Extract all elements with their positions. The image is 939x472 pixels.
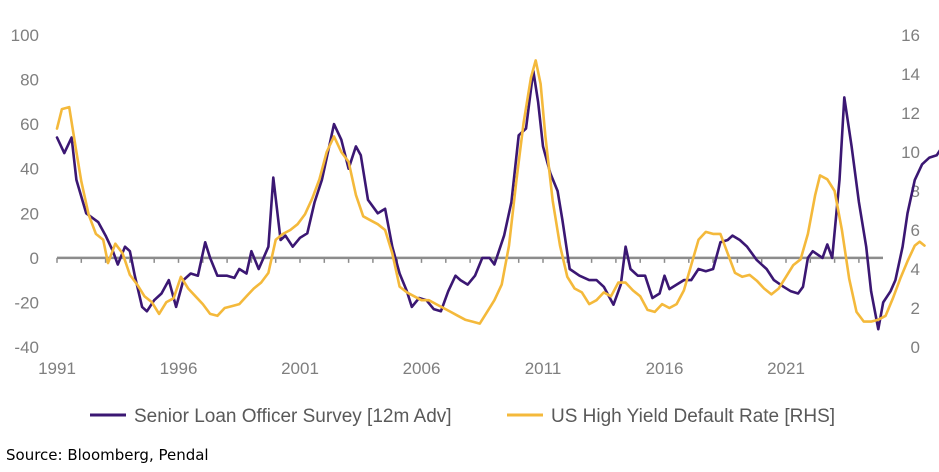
legend-label: US High Yield Default Rate [RHS] <box>551 406 835 427</box>
x-tick-label: 2006 <box>403 359 441 378</box>
right-tick-label: 4 <box>911 260 920 279</box>
right-tick-label: 10 <box>901 143 920 162</box>
x-tick-label: 2001 <box>281 359 319 378</box>
left-y-axis: -40 -20 0 20 40 60 80 100 <box>11 26 39 357</box>
right-tick-label: 6 <box>911 221 920 240</box>
left-tick-label: 100 <box>11 26 39 45</box>
left-tick-label: -20 <box>14 293 39 312</box>
right-tick-label: 16 <box>901 26 920 45</box>
left-tick-label: -40 <box>14 338 39 357</box>
x-tick-label: 2021 <box>767 359 805 378</box>
right-tick-label: 0 <box>911 338 920 357</box>
right-tick-label: 2 <box>911 299 920 318</box>
left-tick-label: 40 <box>20 160 39 179</box>
series-layer <box>55 59 939 331</box>
series-line-us-high-yield-default-rate <box>55 59 926 325</box>
right-tick-label: 8 <box>911 182 920 201</box>
chart: -40 -20 0 20 40 60 80 100 0 2 4 6 8 10 12 14 16 1991 199… <box>11 26 939 427</box>
x-tick-label: 2016 <box>646 359 684 378</box>
x-tick-label: 2011 <box>525 359 562 378</box>
x-tick-label: 1991 <box>38 359 76 378</box>
legend: Senior Loan Officer Survey [12m Adv] US H… <box>90 406 835 427</box>
right-tick-label: 14 <box>901 65 920 84</box>
right-tick-label: 12 <box>901 104 920 123</box>
legend-label: Senior Loan Officer Survey [12m Adv] <box>134 406 452 427</box>
left-tick-label: 20 <box>20 204 39 223</box>
right-y-axis: 0 2 4 6 8 10 12 14 16 <box>901 26 920 357</box>
series-line-senior-loan-officer-survey <box>55 69 939 331</box>
left-tick-label: 0 <box>30 249 39 268</box>
source-note: Source: Bloomberg, Pendal <box>6 446 209 464</box>
left-tick-label: 60 <box>20 115 39 134</box>
x-tick-label: 1996 <box>160 359 198 378</box>
left-tick-label: 80 <box>20 71 39 90</box>
